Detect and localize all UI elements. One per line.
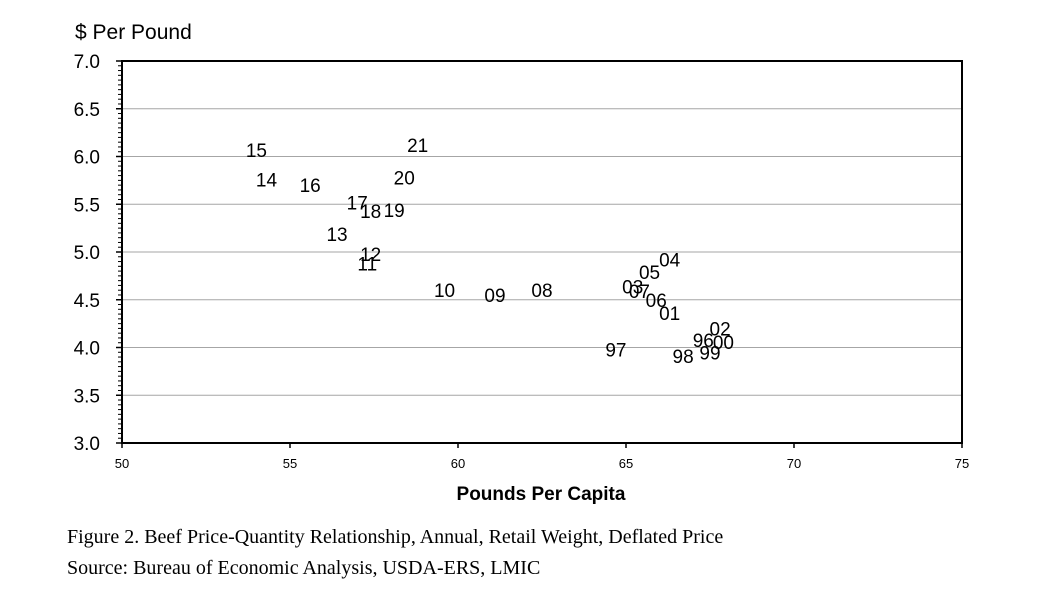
y-tick-label: 7.0 (74, 52, 100, 73)
x-tick-label: 55 (283, 456, 297, 471)
x-tick-label: 70 (787, 456, 801, 471)
x-tick-label: 50 (115, 456, 129, 471)
y-axis-title: $ Per Pound (75, 21, 192, 44)
y-tick-label: 3.0 (74, 434, 100, 455)
data-point-label: 03 (622, 277, 643, 298)
data-point-label: 05 (639, 263, 660, 284)
y-tick-label: 3.5 (74, 386, 100, 407)
y-tick-label: 4.5 (74, 291, 100, 312)
data-point-label: 96 (693, 331, 714, 352)
x-tick-label: 75 (955, 456, 969, 471)
data-point-label: 20 (394, 169, 415, 190)
gridlines (122, 108, 962, 396)
y-tick-labels: 3.0 3.5 4.0 4.5 5.0 5.5 6.0 6.5 7.0 (74, 52, 122, 455)
data-point-label: 14 (256, 170, 278, 191)
data-point-label: 04 (659, 251, 681, 272)
figure-caption: Figure 2. Beef Price-Quantity Relationsh… (67, 526, 724, 548)
data-point-label: 07 (629, 282, 650, 303)
data-point-label: 02 (710, 319, 731, 340)
chart-svg: $ Per Pound 3.03.54.04.55.05.56.06.57.0 … (74, 21, 970, 505)
y-tick-label: 5.5 (74, 195, 100, 216)
data-point-label: 98 (673, 347, 694, 368)
data-point-label: 97 (605, 340, 626, 361)
figure-source: Source: Bureau of Economic Analysis, USD… (67, 557, 541, 579)
data-point-label: 09 (484, 286, 505, 307)
y-tick-label: 4.0 (74, 339, 100, 360)
data-point-label: 21 (407, 136, 428, 157)
x-axis-title: Pounds Per Capita (457, 484, 626, 505)
y-tick-label: 5.0 (74, 243, 100, 264)
data-point-label: 00 (713, 333, 734, 354)
x-tick-label: 60 (451, 456, 465, 471)
x-tick-label: 65 (619, 456, 633, 471)
data-point-label: 15 (246, 141, 267, 162)
data-point-label: 19 (384, 201, 405, 222)
data-point-label: 13 (326, 225, 347, 246)
data-point-label: 18 (360, 202, 381, 223)
data-point-label: 10 (434, 281, 455, 302)
y-tick-label: 6.5 (74, 100, 100, 121)
data-point-label: 17 (347, 193, 368, 214)
data-point-label: 08 (531, 281, 552, 302)
data-point-label: 06 (646, 291, 667, 312)
data-point-label: 16 (300, 176, 321, 197)
data-point-label: 12 (360, 245, 381, 266)
y-tick-label: 6.0 (74, 148, 100, 169)
data-point-label: 01 (659, 304, 680, 325)
data-point-label: 11 (357, 254, 377, 275)
x-tick-labels: 50 55 60 65 70 75 (115, 443, 969, 471)
data-point-label: 99 (699, 343, 720, 364)
